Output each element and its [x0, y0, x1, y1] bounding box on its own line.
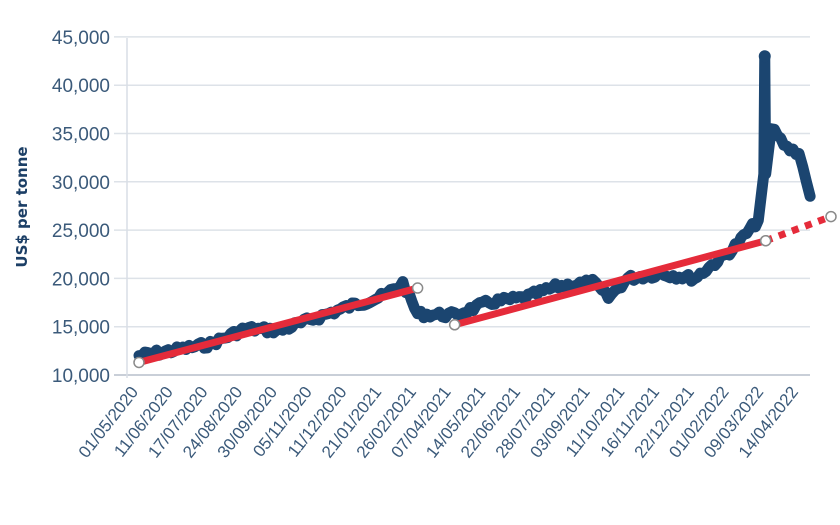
trend-projection-line	[764, 213, 833, 245]
y-axis-ticks: 10,000 15,000 20,000 25,000 30,000 35,000 40,0…	[52, 28, 110, 387]
y-tick-label: 45,000	[52, 28, 110, 49]
trend-endpoint-marker	[133, 356, 145, 369]
trend-endpoint-marker	[448, 319, 461, 331]
trend-endpoint-marker	[825, 210, 837, 223]
y-tick-label: 20,000	[52, 269, 110, 290]
y-tick-label: 35,000	[52, 125, 110, 146]
y-tick-label: 25,000	[52, 221, 110, 242]
y-tick-label: 40,000	[52, 76, 110, 97]
gridlines	[114, 36, 810, 376]
trend-endpoint-marker	[411, 282, 424, 294]
peak-marker	[758, 50, 771, 63]
x-axis-ticks: 01/05/202011/06/202017/07/202024/08/2020…	[75, 383, 802, 462]
y-tick-label: 10,000	[52, 366, 110, 387]
trend-endpoint-marker	[759, 234, 772, 247]
trend-lines	[133, 210, 837, 369]
trend-line	[138, 284, 419, 366]
y-tick-label: 30,000	[52, 173, 110, 194]
y-tick-label: 15,000	[52, 318, 110, 339]
price-line	[133, 50, 816, 362]
y-axis-label: US$ per tonne	[13, 146, 31, 267]
trend-line	[453, 237, 767, 329]
price-series	[133, 50, 816, 362]
